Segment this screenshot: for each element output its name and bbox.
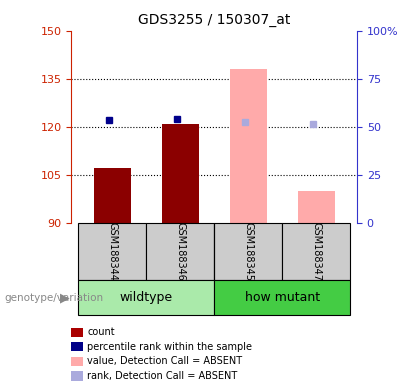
Bar — [282, 223, 350, 280]
Text: count: count — [87, 327, 115, 337]
Bar — [78, 280, 214, 315]
Text: how mutant: how mutant — [244, 291, 320, 304]
Bar — [229, 69, 267, 223]
Bar — [78, 223, 146, 280]
Text: value, Detection Call = ABSENT: value, Detection Call = ABSENT — [87, 356, 242, 366]
Bar — [146, 223, 214, 280]
Text: wildtype: wildtype — [120, 291, 173, 304]
Bar — [214, 280, 350, 315]
Text: percentile rank within the sample: percentile rank within the sample — [87, 342, 252, 352]
Bar — [297, 191, 335, 223]
Text: genotype/variation: genotype/variation — [4, 293, 103, 303]
Text: rank, Detection Call = ABSENT: rank, Detection Call = ABSENT — [87, 371, 238, 381]
Bar — [162, 124, 199, 223]
Text: ▶: ▶ — [60, 291, 70, 304]
Text: GSM188346: GSM188346 — [175, 222, 185, 281]
Text: GSM188347: GSM188347 — [311, 222, 321, 281]
Bar — [94, 168, 131, 223]
Title: GDS3255 / 150307_at: GDS3255 / 150307_at — [138, 13, 290, 27]
Bar — [214, 223, 282, 280]
Text: GSM188345: GSM188345 — [243, 222, 253, 281]
Text: GSM188344: GSM188344 — [107, 222, 117, 281]
